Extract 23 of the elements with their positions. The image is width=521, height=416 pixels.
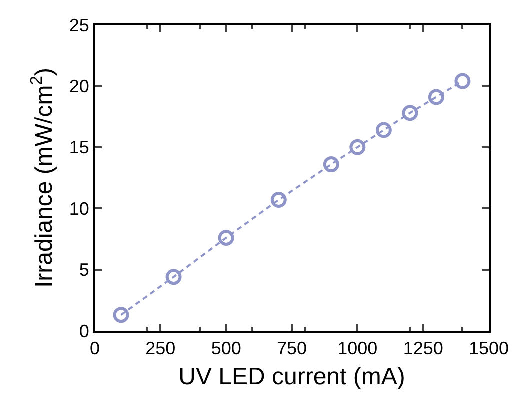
x-tick-label: 750 bbox=[276, 338, 308, 359]
point bbox=[113, 307, 130, 324]
point bbox=[270, 192, 287, 208]
point bbox=[376, 122, 392, 138]
y-tick-label: 25 bbox=[69, 15, 90, 36]
x-tick-label: 1250 bbox=[403, 338, 444, 359]
y-tick-label: 20 bbox=[69, 76, 90, 96]
y-tick-label: 0 bbox=[79, 321, 90, 342]
y-tick-label: 15 bbox=[69, 138, 90, 158]
x-axis-title: UV LED current (mA) bbox=[178, 363, 406, 390]
x-tick-label: 250 bbox=[146, 338, 176, 359]
x-tick-label: 500 bbox=[211, 338, 242, 359]
point bbox=[166, 269, 182, 286]
x-tick-label: 1000 bbox=[338, 338, 378, 359]
point bbox=[402, 105, 418, 122]
point bbox=[454, 73, 471, 90]
point bbox=[428, 89, 444, 106]
point bbox=[323, 156, 340, 173]
point bbox=[350, 139, 366, 156]
y-tick-label: 5 bbox=[79, 260, 90, 280]
x-tick-label: 1500 bbox=[468, 338, 510, 359]
y-tick-label: 10 bbox=[69, 198, 90, 219]
point bbox=[218, 230, 234, 246]
